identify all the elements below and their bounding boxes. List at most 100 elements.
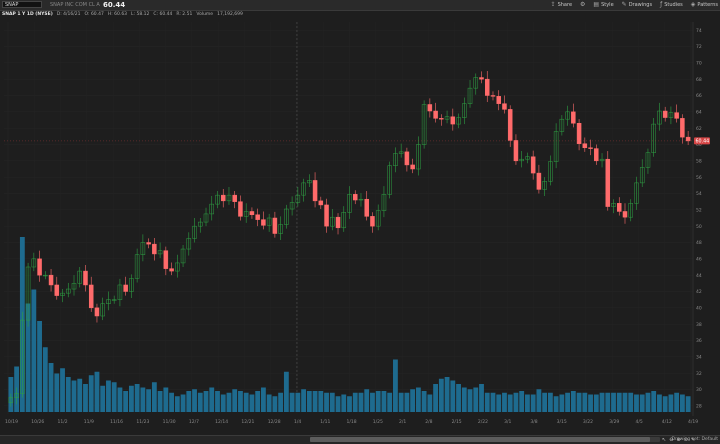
zoom-in-icon[interactable]: ⊕ [676, 437, 681, 443]
chart-symbol-label: SNAP 1 Y 1D (NYSE) [2, 12, 53, 17]
x-axis-tick-label: 4/5 [635, 419, 642, 425]
high-readout: H: 60.63 [107, 12, 128, 17]
volume-bar [588, 394, 593, 412]
candle-body [404, 151, 410, 166]
x-axis-tick-label: 3/22 [583, 419, 593, 425]
volume-bar [83, 384, 88, 412]
volume-bar [42, 347, 48, 412]
share-button[interactable]: ⇪ Share [551, 0, 572, 10]
x-axis-tick-label: 2/8 [425, 419, 432, 425]
candle-body [410, 164, 415, 170]
x-axis-tick-label: 3/8 [530, 419, 537, 425]
settings-button[interactable]: ⚙ [580, 0, 585, 10]
volume-bar [203, 391, 209, 412]
style-button[interactable]: ▤ Style [593, 0, 613, 10]
pointer-icon[interactable]: ↖ [662, 437, 667, 443]
x-axis-tick-label: 1/25 [373, 419, 383, 425]
volume-bar [220, 394, 226, 412]
volume-bar [255, 391, 261, 412]
drawing-icon[interactable]: ✎ [690, 437, 696, 443]
candle-body [295, 194, 301, 203]
volume-bar [605, 392, 611, 412]
candle-body [393, 153, 398, 166]
scrollbar-thumb[interactable] [310, 437, 650, 442]
volume-bar [54, 373, 60, 412]
volume-bar [318, 391, 324, 412]
patterns-button[interactable]: ◈ Patterns [691, 0, 718, 10]
symbol-input[interactable]: SNAP [2, 1, 42, 8]
volume-bar [444, 377, 450, 412]
candle-body [220, 194, 226, 202]
volume-bar [519, 391, 525, 412]
volume-bar [668, 394, 674, 412]
volume-bar [289, 392, 295, 412]
candle-body [324, 204, 329, 227]
candle-body [37, 258, 42, 276]
candle-body [203, 213, 209, 223]
volume-bar [479, 384, 484, 412]
candle-body [152, 243, 157, 255]
candle-body [616, 203, 622, 212]
candle-body [450, 116, 456, 125]
volume-bar [559, 394, 565, 412]
candle-body [622, 211, 628, 218]
range-readout: R: 2.51 [176, 12, 193, 17]
volume-bar [639, 394, 645, 412]
studies-button[interactable]: ƒ Studies [660, 0, 683, 10]
volume-bar [123, 391, 129, 412]
candle-body [421, 104, 427, 145]
style-label: Style [601, 2, 614, 8]
candle-body [662, 110, 668, 118]
volume-bar [570, 391, 576, 412]
volume-bar [31, 289, 37, 412]
candle-body [249, 211, 255, 215]
drawings-button[interactable]: ✎ Drawings [622, 0, 652, 10]
x-axis-tick-label: 12/14 [215, 419, 228, 425]
volume-bar [312, 391, 318, 412]
volume-bar [490, 392, 496, 412]
volume-bar [433, 384, 439, 412]
candle-body [680, 118, 685, 138]
zoom-out-icon[interactable]: ⊖ [669, 437, 674, 443]
volume-bar [525, 394, 530, 412]
y-axis-tick-label: 40 [696, 305, 702, 311]
zoom-tools: ↖ ⊖ ⊕ ⊙ ✎ [662, 436, 695, 444]
volume-bar [111, 382, 117, 412]
volume-bar [352, 392, 358, 412]
chart-scrollbar[interactable] [310, 437, 660, 442]
zoom-reset-icon[interactable]: ⊙ [683, 437, 688, 443]
volume-bar [496, 394, 502, 412]
candle-body [180, 248, 186, 264]
candle-body [111, 299, 117, 301]
candle-body [433, 110, 438, 119]
candle-body [375, 210, 381, 227]
x-axis-tick-label: 12/7 [189, 419, 199, 425]
candle-body [496, 96, 501, 104]
share-icon: ⇪ [550, 1, 556, 8]
y-axis-tick-label: 30 [696, 387, 702, 393]
candle-body [502, 103, 507, 110]
volume-bar [593, 394, 599, 412]
volume-bar [358, 392, 364, 412]
candle-body [484, 78, 490, 96]
volume-bar [513, 392, 519, 412]
volume-bar [335, 396, 341, 412]
volume-bar [582, 392, 588, 412]
candle-body [530, 156, 536, 174]
volume-bar [94, 371, 100, 412]
top-toolbar: SNAP SNAP INC COM CL A 60.44 ⇪ Share ⚙ ▤ S… [0, 0, 720, 11]
volume-bar [128, 385, 134, 412]
x-axis-tick-label: 3/29 [609, 419, 619, 425]
toolbar-actions: ⇪ Share ⚙ ▤ Style ✎ Drawings ƒ Studies ◈ Patt… [551, 0, 718, 10]
volume-bar [295, 392, 301, 412]
volume-bar [37, 321, 42, 412]
volume-bar [662, 396, 668, 412]
volume-bar [456, 384, 461, 412]
volume-bar [65, 377, 71, 412]
volume-bar [174, 396, 180, 412]
price-chart[interactable]: 74 72 70 68 66 64 62 60 58 56 54 52 50 48 46 44 42 40 38 36… [0, 18, 720, 436]
volume-label: Volume [196, 12, 214, 17]
candle-body [588, 147, 593, 149]
current-price-tag-bg [694, 137, 710, 145]
volume-bar [278, 392, 284, 412]
